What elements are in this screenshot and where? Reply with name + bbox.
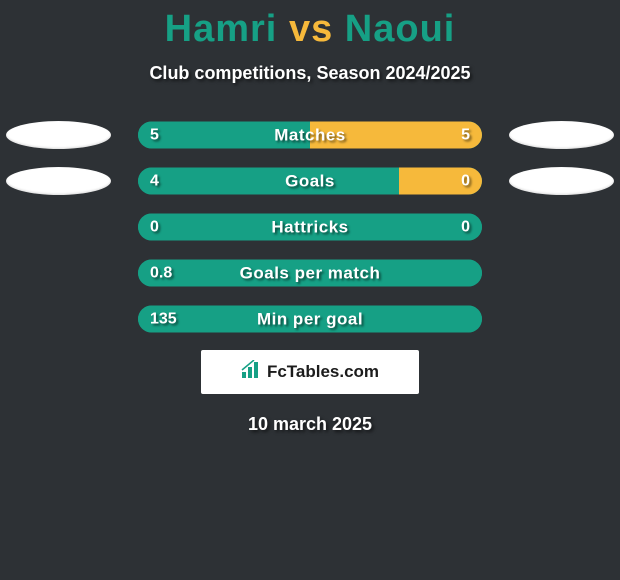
player2-ellipse — [509, 167, 614, 195]
player2-name: Naoui — [345, 8, 456, 50]
player1-ellipse — [6, 121, 111, 149]
stat-row: Matches5 5 — [0, 120, 620, 150]
stat-bar: Goals4 0 — [138, 168, 482, 195]
bar-chart-icon — [241, 360, 263, 385]
stat-value-left: 4 — [150, 168, 159, 195]
stat-row: Min per goal135 — [0, 304, 620, 334]
vs-label: vs — [289, 8, 333, 50]
brand-box[interactable]: FcTables.com — [201, 350, 419, 394]
stat-bar: Min per goal135 — [138, 306, 482, 333]
stat-row: Goals4 0 — [0, 166, 620, 196]
stat-value-right: 5 — [461, 122, 470, 149]
stat-value-left: 0 — [150, 214, 159, 241]
stat-value-left: 0.8 — [150, 260, 172, 287]
date-label: 10 march 2025 — [0, 414, 620, 435]
subtitle: Club competitions, Season 2024/2025 — [0, 63, 620, 84]
stat-row: Goals per match0.8 — [0, 258, 620, 288]
stat-label: Min per goal — [138, 306, 482, 333]
stat-value-right: 0 — [461, 168, 470, 195]
stat-label: Hattricks — [138, 214, 482, 241]
stat-row: Hattricks0 0 — [0, 212, 620, 242]
stat-label: Matches — [138, 122, 482, 149]
stat-bar: Goals per match0.8 — [138, 260, 482, 287]
stats-rows: Matches55Goals40Hattricks00Goals per mat… — [0, 120, 620, 334]
player1-ellipse — [6, 167, 111, 195]
player2-ellipse — [509, 121, 614, 149]
stat-label: Goals — [138, 168, 482, 195]
stat-value-left: 135 — [150, 306, 177, 333]
stat-bar: Hattricks0 0 — [138, 214, 482, 241]
page-title: Hamri vs Naoui — [0, 0, 620, 51]
player1-name: Hamri — [165, 8, 278, 50]
stat-value-left: 5 — [150, 122, 159, 149]
stat-value-right: 0 — [461, 214, 470, 241]
brand-text: FcTables.com — [267, 362, 379, 382]
stat-label: Goals per match — [138, 260, 482, 287]
stat-bar: Matches5 5 — [138, 122, 482, 149]
